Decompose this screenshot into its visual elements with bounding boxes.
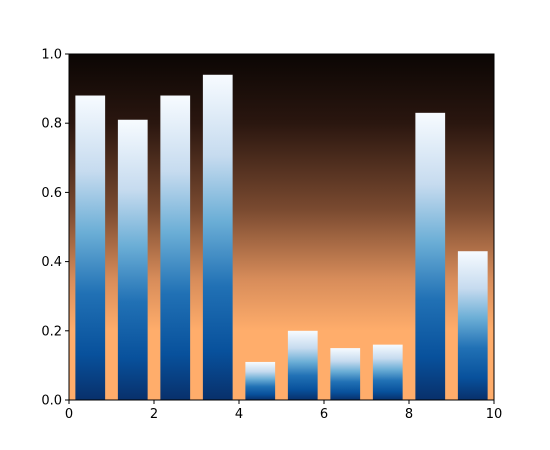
- y-tick-label: 0.0: [41, 394, 62, 409]
- x-axis: 0 2 4 6 8 10: [65, 400, 502, 422]
- x-tick-label: 4: [235, 407, 243, 422]
- bar-9: [415, 113, 445, 400]
- bar-7: [330, 348, 360, 400]
- y-tick-label: 1.0: [41, 48, 62, 63]
- bar-4: [203, 75, 233, 400]
- bar-1: [75, 96, 105, 400]
- x-tick-label: 8: [405, 407, 413, 422]
- bar-5: [245, 362, 275, 400]
- bar-2: [118, 120, 148, 400]
- bar-3: [160, 96, 190, 400]
- bar-10: [458, 251, 488, 400]
- y-tick-label: 0.6: [41, 186, 62, 201]
- x-tick-label: 10: [486, 407, 503, 422]
- x-tick-label: 6: [320, 407, 328, 422]
- x-tick-label: 2: [150, 407, 158, 422]
- bar-8: [373, 345, 403, 400]
- y-tick-label: 0.8: [41, 117, 62, 132]
- x-tick-label: 0: [65, 407, 73, 422]
- bar-6: [288, 331, 318, 400]
- y-tick-label: 0.4: [41, 255, 62, 270]
- y-tick-label: 0.2: [41, 324, 62, 339]
- y-axis: 0.0 0.2 0.4 0.6 0.8 1.0: [41, 48, 69, 409]
